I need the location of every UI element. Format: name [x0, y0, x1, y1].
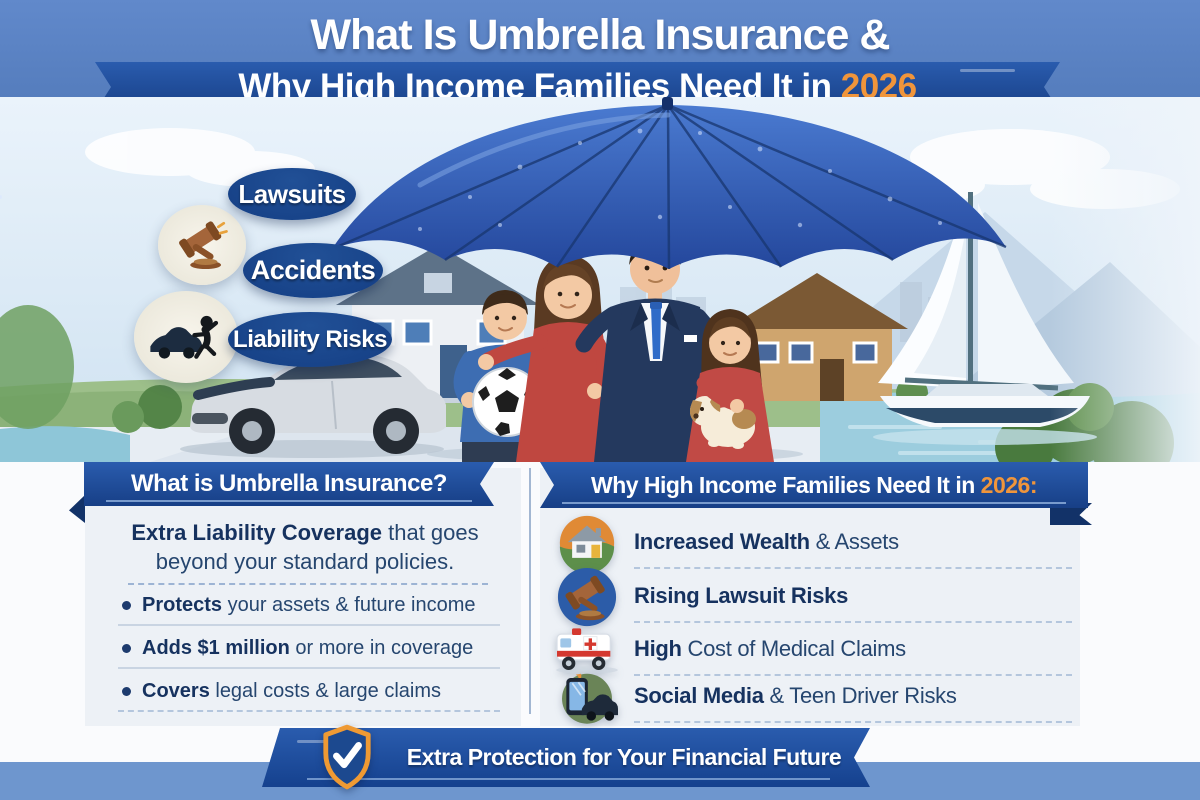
shield-check-icon [323, 724, 371, 790]
right-panel-title-year: 2026: [980, 471, 1038, 498]
luxury-car [180, 353, 446, 458]
girl [686, 309, 774, 462]
intro-rest: that goes beyond your standard policies. [155, 520, 485, 574]
reason-rest: & Assets [809, 529, 900, 554]
reason-rest: & Teen Driver Risks [763, 683, 957, 708]
sailboat [873, 192, 1097, 445]
page-title: What Is Umbrella Insurance & [310, 11, 891, 59]
pool [0, 426, 130, 462]
badge-liability-risks: Liability Risks [228, 312, 392, 367]
gavel-icon [158, 205, 246, 285]
bullet-bold: Adds $1 million [142, 637, 290, 659]
car-accident-icon [134, 291, 238, 383]
bullet-bold: Protects [142, 594, 223, 616]
left-panel-header-ribbon: What is Umbrella Insurance? [84, 462, 494, 506]
left-panel-intro: Extra Liability Coverage that goes beyon… [95, 519, 515, 576]
right-house [726, 273, 908, 401]
tree [0, 305, 74, 429]
bullet-rest: legal costs & large claims [209, 680, 442, 702]
reason-bold: Social Media [634, 683, 764, 708]
umbrella [0, 97, 1007, 270]
badge-liability-risks-label: Liability Risks [233, 325, 387, 353]
right-ribbon-fold [1050, 503, 1092, 525]
left-panel-bullets: Protects your assets & future income Add… [118, 593, 500, 722]
reason-bold: High [634, 636, 682, 661]
bullet-bold: Covers [142, 680, 210, 702]
badge-accidents: Accidents [243, 243, 383, 298]
bullet-rest: your assets & future income [222, 594, 476, 616]
gavel-icon [552, 567, 622, 627]
reason-bold: Rising Lawsuit Risks [634, 583, 849, 608]
right-panel-header-ribbon: Why High Income Families Need It in 2026… [540, 462, 1088, 508]
reason-text: Increased Wealth & Assets [634, 517, 1072, 569]
reason-text: Social Media & Teen Driver Risks [634, 671, 1072, 723]
bullet-rest: or more in coverage [289, 637, 474, 659]
reason-medical-claims: High Cost of Medical Claims [552, 624, 1072, 676]
reason-bold: Increased Wealth [634, 529, 810, 554]
puppy [689, 396, 756, 449]
reason-increased-wealth: Increased Wealth & Assets [552, 515, 1072, 571]
left-panel [85, 468, 521, 726]
bullet-covers-legal: Covers legal costs & large claims [118, 679, 500, 712]
intro-separator [128, 583, 488, 585]
house-icon [552, 515, 622, 571]
badge-accidents-label: Accidents [250, 255, 376, 285]
badge-lawsuits: Lawsuits [228, 168, 356, 220]
right-panel [540, 468, 1080, 726]
reason-social-media-teen-driver: Social Media & Teen Driver Risks [552, 669, 1072, 725]
phone-car-icon [552, 669, 622, 725]
left-panel-title: What is Umbrella Insurance? [131, 470, 447, 497]
right-panel-title: Why High Income Families Need It in [590, 471, 981, 498]
reason-text: Rising Lawsuit Risks [634, 571, 1072, 623]
intro-bold: Extra Liability Coverage [131, 520, 382, 545]
ambulance-icon [552, 622, 622, 678]
reason-rest: Cost of Medical Claims [681, 636, 906, 661]
bullet-adds-million: Adds $1 million or more in coverage [118, 636, 500, 669]
reason-rising-lawsuits: Rising Lawsuit Risks [552, 567, 1072, 627]
reason-text: High Cost of Medical Claims [634, 624, 1072, 676]
badge-lawsuits-label: Lawsuits [238, 178, 346, 209]
panel-divider [529, 468, 531, 714]
bullet-protects: Protects your assets & future income [118, 593, 500, 626]
footer-tagline: Extra Protection for Your Financial Futu… [406, 744, 842, 770]
mother [478, 255, 624, 462]
